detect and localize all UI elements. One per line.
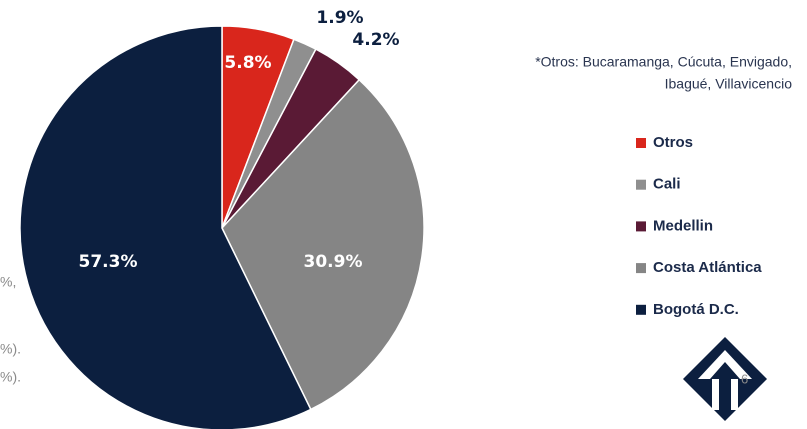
- legend-label: Costa Atlántica: [653, 259, 762, 276]
- legend-swatch: [636, 221, 646, 232]
- text-fragment: %).: [0, 341, 21, 357]
- note-line: *Otros: Bucaramanga, Cúcuta, Envigado,: [535, 54, 792, 70]
- logo-arrow-inner: [710, 362, 740, 410]
- data-label: 4.2%: [352, 30, 399, 50]
- data-label: 30.9%: [304, 252, 363, 272]
- pie-slice: [221, 78, 425, 411]
- data-label: 1.9%: [316, 8, 363, 28]
- data-label: 5.8%: [224, 53, 271, 73]
- legend-swatch: [636, 304, 646, 315]
- logo: [683, 337, 767, 421]
- legend-label: Bogotá D.C.: [653, 301, 739, 318]
- legend-label: Otros: [653, 134, 693, 151]
- legend: Otros Cali Medellin Costa Atlántica Bogotá D…: [636, 134, 762, 318]
- legend-swatch: [636, 263, 646, 274]
- page-number: 6: [741, 371, 748, 386]
- data-label: 57.3%: [79, 252, 138, 272]
- note-line: Ibagué, Villavicencio: [665, 76, 793, 92]
- text-fragment: %,: [0, 274, 16, 290]
- legend-swatch: [636, 138, 646, 148]
- legend-label: Medellin: [653, 217, 713, 234]
- pie: 5.8% 1.9%4.2% 30.9% 57.3%: [19, 8, 425, 429]
- legend-label: Cali: [653, 176, 681, 193]
- legend-swatch: [636, 179, 646, 190]
- text-fragment: %).: [0, 369, 21, 385]
- pie-slice: [19, 25, 312, 429]
